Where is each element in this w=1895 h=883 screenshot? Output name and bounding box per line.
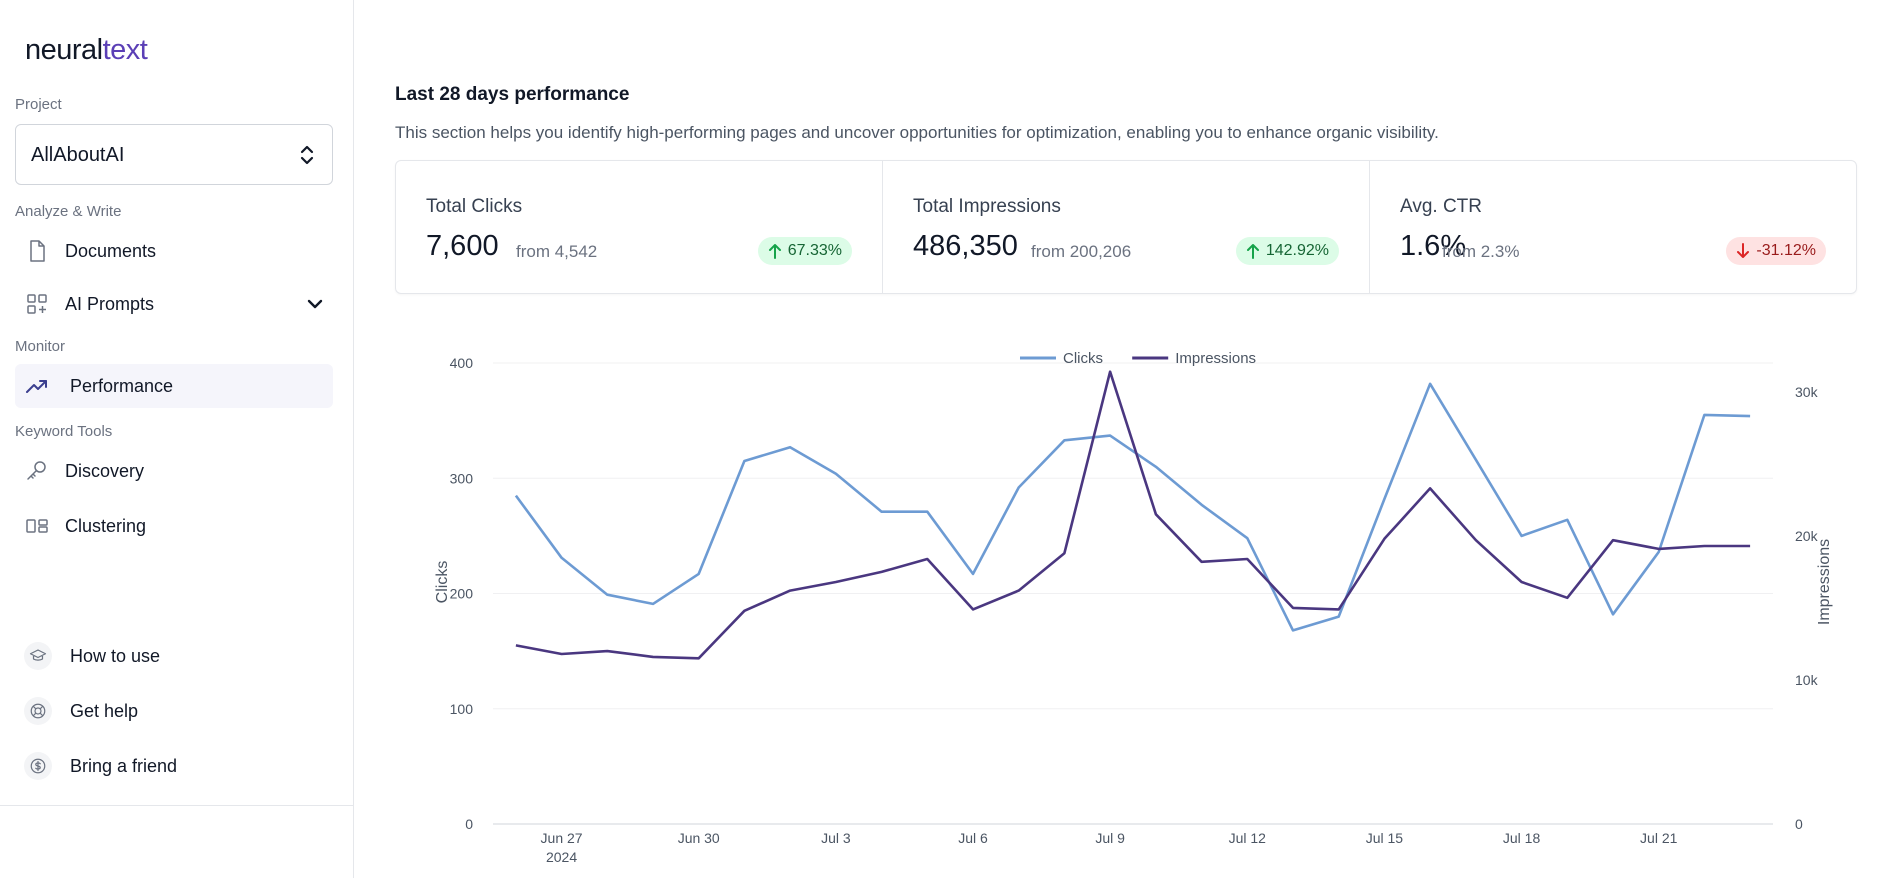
- series-line-clicks: [514, 382, 1751, 632]
- sidebar-item-ai-prompts[interactable]: AI Prompts: [15, 282, 333, 326]
- sidebar: neuraltext Project AllAboutAI Analyze & …: [0, 0, 354, 878]
- lifebuoy-icon: [24, 697, 52, 725]
- stat-avg-ctr: Avg. CTR 1.6% from 2.3% -31.12%: [1370, 161, 1856, 293]
- stats-panel: Total Clicks 7,600 from 4,542 67.33% Tot…: [395, 160, 1857, 294]
- sidebar-item-clustering[interactable]: Clustering: [15, 504, 333, 548]
- stat-previous: from 4,542: [516, 242, 598, 261]
- stat-label: Avg. CTR: [1400, 196, 1483, 217]
- x-tick-label: Jul 18: [1503, 830, 1541, 846]
- how-to-use-link[interactable]: How to use: [24, 638, 334, 674]
- y-axis-title: Clicks: [434, 561, 451, 604]
- logo-part-neural: neural: [25, 34, 103, 66]
- stat-value: 1.6%: [1400, 230, 1467, 262]
- x-tick-label: Jul 21: [1640, 830, 1678, 846]
- grid-icon: [27, 294, 47, 314]
- legend-label: Clicks: [1063, 350, 1103, 367]
- y2-tick-label: 20k: [1795, 528, 1819, 544]
- change-badge: -31.12%: [1726, 237, 1826, 265]
- stat-label: Total Clicks: [426, 196, 523, 217]
- stat-label: Total Impressions: [913, 196, 1061, 217]
- sidebar-item-performance[interactable]: Performance: [15, 364, 333, 408]
- document-icon: [30, 240, 45, 262]
- get-help-label: Get help: [70, 701, 139, 721]
- stat-value: 486,350: [913, 230, 1018, 262]
- change-badge: 67.33%: [757, 237, 852, 265]
- sidebar-item-label: AI Prompts: [65, 294, 155, 314]
- arrow-up-icon: [768, 244, 781, 259]
- bring-a-friend-label: Bring a friend: [70, 756, 178, 776]
- trending-up-icon: [26, 380, 47, 393]
- x-tick-label: Jul 12: [1229, 830, 1267, 846]
- stat-previous: from 200,206: [1031, 242, 1132, 261]
- logo-part-text: text: [102, 34, 148, 66]
- change-value: 142.92%: [1265, 242, 1329, 259]
- sidebar-divider: [0, 805, 354, 806]
- bring-a-friend-link[interactable]: Bring a friend: [24, 748, 334, 784]
- sidebar-item-discovery[interactable]: Discovery: [15, 449, 333, 493]
- project-select[interactable]: AllAboutAI: [15, 124, 333, 185]
- logo[interactable]: neuraltext: [25, 34, 148, 67]
- x-tick-label: Jul 3: [821, 830, 851, 846]
- stat-value: 7,600: [426, 230, 499, 262]
- stat-previous: from 2.3%: [1442, 242, 1520, 261]
- y2-tick-label: 10k: [1795, 672, 1819, 688]
- y2-axis-title: Impressions: [1816, 539, 1833, 625]
- x-tick-label: Jun 30: [678, 830, 720, 846]
- x-tick-label: Jun 27: [541, 830, 583, 846]
- sidebar-item-label: Discovery: [65, 461, 145, 481]
- stat-total-clicks: Total Clicks 7,600 from 4,542 67.33%: [396, 161, 883, 293]
- get-help-link[interactable]: Get help: [24, 693, 334, 729]
- y-tick-label: 200: [450, 586, 474, 602]
- legend-label: Impressions: [1175, 350, 1256, 367]
- arrow-up-icon: [1246, 244, 1259, 259]
- change-badge: 142.92%: [1235, 237, 1339, 265]
- sidebar-item-documents[interactable]: Documents: [15, 229, 333, 273]
- y-tick-label: 100: [450, 701, 474, 717]
- performance-chart: 0 100 200 300 400 0 10k 20k 30k Jun 27 Jun 30 Jul 3…: [355, 340, 1895, 878]
- sidebar-item-label: Clustering: [65, 516, 147, 536]
- sidebar-item-label: Performance: [70, 376, 174, 396]
- chevron-down-icon[interactable]: [307, 296, 323, 312]
- main-content: Last 28 days performance This section he…: [355, 0, 1895, 878]
- page-title: Last 28 days performance: [395, 84, 630, 105]
- change-value: 67.33%: [787, 242, 842, 259]
- x-tick-label: Jul 6: [958, 830, 988, 846]
- performance-chart-svg: 0 100 200 300 400 0 10k 20k 30k Jun 27 Jun 30 Jul 3…: [434, 350, 1833, 865]
- change-value: -31.12%: [1756, 242, 1816, 259]
- y2-tick-label: 0: [1795, 816, 1803, 832]
- key-icon: [27, 461, 46, 480]
- arrow-down-icon: [1737, 243, 1750, 258]
- stat-total-impressions: Total Impressions 486,350 from 200,206 1…: [883, 161, 1370, 293]
- how-to-use-label: How to use: [70, 646, 161, 666]
- keyword-tools-label: Keyword Tools: [15, 423, 113, 440]
- page-description: This section helps you identify high-per…: [395, 123, 1439, 142]
- x-tick-label: Jul 15: [1366, 830, 1404, 846]
- monitor-label: Monitor: [15, 338, 66, 355]
- cluster-icon: [26, 519, 48, 533]
- project-label: Project: [15, 96, 62, 113]
- graduation-cap-icon: [24, 642, 52, 670]
- sidebar-item-label: Documents: [65, 241, 157, 261]
- series-line-impressions: [515, 370, 1751, 660]
- x-tick-label: Jul 9: [1095, 830, 1125, 846]
- y-tick-label: 0: [465, 816, 473, 832]
- chevron-up-down-icon: [300, 145, 314, 165]
- analyze-write-label: Analyze & Write: [15, 203, 122, 220]
- y2-tick-label: 30k: [1795, 384, 1819, 400]
- project-select-value: AllAboutAI: [31, 144, 125, 166]
- y-tick-label: 300: [450, 470, 474, 486]
- y-tick-label: 400: [450, 355, 474, 371]
- x-year-label: 2024: [546, 849, 577, 865]
- dollar-icon: [24, 752, 52, 780]
